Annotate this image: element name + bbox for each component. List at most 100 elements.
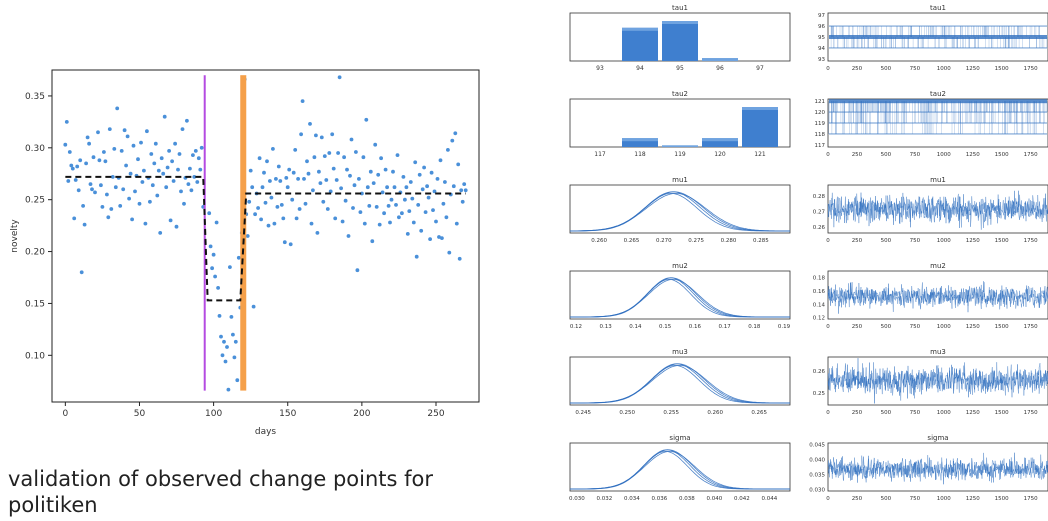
trace-x-tick-label: 1500	[995, 410, 1009, 416]
histogram-bar-highlight	[622, 27, 658, 31]
data-point	[364, 117, 369, 122]
data-point	[207, 211, 212, 216]
data-point	[370, 239, 375, 244]
trace-x-tick-label: 750	[910, 324, 921, 330]
data-point	[321, 199, 326, 204]
data-point	[395, 153, 400, 157]
data-point	[140, 180, 145, 184]
data-point	[113, 185, 118, 190]
left-panel-title: mu1	[672, 176, 688, 184]
x-tick-label: 0	[62, 409, 68, 419]
density-tick-label: 0.030	[569, 496, 585, 502]
density-tick-label: 0.17	[718, 324, 731, 330]
data-point	[121, 187, 126, 192]
density-tick-label: 0.040	[707, 496, 723, 502]
density-tick-label: 0.250	[619, 410, 635, 416]
data-point	[130, 217, 135, 222]
data-point	[342, 155, 346, 160]
trace-x-tick-label: 1000	[937, 324, 951, 330]
data-point	[311, 188, 315, 193]
data-point	[440, 236, 444, 241]
data-point	[76, 188, 81, 193]
data-point	[373, 142, 378, 147]
data-point	[343, 198, 348, 203]
histogram-bar	[622, 27, 658, 61]
data-point	[81, 204, 85, 208]
trace-x-tick-label: 0	[826, 496, 830, 502]
data-point	[351, 206, 355, 210]
data-point	[110, 175, 115, 179]
trace-x-tick-label: 750	[910, 238, 921, 244]
data-point	[405, 232, 410, 236]
data-point	[346, 234, 351, 238]
data-point	[269, 195, 274, 200]
data-point	[410, 196, 415, 201]
density-tick-label: 0.038	[679, 496, 695, 502]
data-point	[100, 205, 105, 209]
trace-x-tick-label: 750	[910, 496, 921, 502]
trace-line	[827, 192, 1048, 230]
data-point	[208, 244, 213, 249]
data-point	[322, 154, 327, 158]
data-point	[232, 355, 237, 360]
data-point	[362, 221, 367, 226]
data-point	[253, 212, 257, 217]
data-point	[122, 128, 127, 133]
trace-x-tick-label: 1750	[1024, 66, 1038, 72]
data-point	[266, 223, 271, 228]
density-tick-label: 0.14	[629, 324, 642, 330]
density-tick-label: 0.16	[689, 324, 702, 330]
trace-x-tick-label: 250	[852, 324, 863, 330]
trace-y-tick-label: 97	[818, 13, 825, 19]
trace-x-tick-label: 1250	[966, 66, 980, 72]
data-point	[282, 240, 287, 245]
data-point	[408, 180, 413, 184]
data-point	[153, 141, 158, 146]
trace-y-tick-label: 93	[818, 57, 825, 63]
data-point	[374, 205, 379, 209]
data-point	[284, 176, 289, 180]
data-point	[444, 215, 449, 220]
data-point	[233, 339, 238, 344]
data-point	[336, 151, 340, 155]
data-point	[463, 188, 468, 193]
density-tick-label: 0.285	[753, 238, 769, 244]
data-point	[250, 185, 255, 190]
data-point	[124, 163, 128, 168]
trace-y-tick-label: 0.12	[813, 316, 825, 322]
density-tick-label: 0.044	[762, 496, 778, 502]
trace-x-tick-label: 1250	[966, 324, 980, 330]
data-point	[164, 185, 169, 190]
data-point	[75, 164, 80, 169]
data-point	[385, 185, 389, 190]
data-point	[179, 189, 183, 194]
density-tick-label: 0.265	[624, 238, 640, 244]
data-point	[84, 161, 88, 166]
mcmc-trace-grid: tau1 93 94 95 96 97 tau1 93 94 95 96 97 0 250 500 750 10…	[569, 4, 1048, 502]
trace-y-tick-label: 0.27	[813, 209, 826, 215]
trace-y-tick-label: 95	[818, 35, 825, 41]
histogram-tick-label: 119	[674, 151, 686, 158]
trace-x-tick-label: 1750	[1024, 324, 1038, 330]
data-point	[422, 165, 426, 170]
data-point	[419, 228, 424, 233]
data-point	[376, 172, 381, 177]
trace-y-tick-label: 0.25	[813, 391, 826, 397]
data-point	[211, 252, 216, 257]
trace-y-tick-label: 0.18	[813, 276, 826, 282]
trace-x-tick-label: 1000	[937, 66, 951, 72]
data-point	[137, 201, 142, 206]
data-point	[186, 182, 191, 186]
histogram-tick-label: 93	[596, 65, 604, 72]
data-point	[271, 147, 275, 151]
density-tick-label: 0.032	[597, 496, 613, 502]
data-point	[177, 152, 182, 156]
data-point	[443, 180, 447, 184]
data-point	[167, 149, 172, 153]
trace-x-tick-label: 750	[910, 152, 921, 158]
data-point	[158, 231, 163, 235]
histogram-bar-highlight	[662, 145, 698, 147]
data-point	[155, 193, 160, 198]
trace-y-tick-label: 0.14	[813, 302, 826, 308]
data-point	[268, 179, 272, 183]
